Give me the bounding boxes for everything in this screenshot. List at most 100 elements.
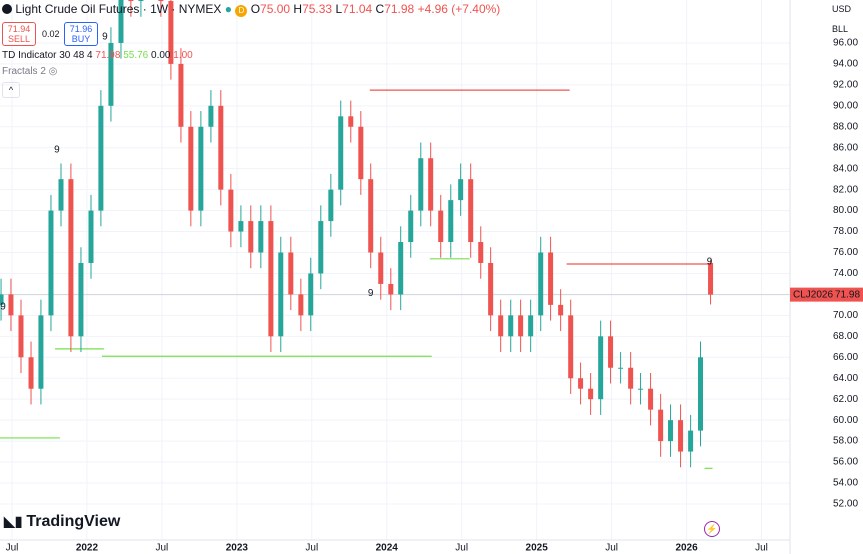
candle-body	[238, 221, 244, 232]
y-tick-label: 54.00	[833, 478, 858, 489]
candle-body	[618, 367, 624, 369]
candle-body	[308, 273, 314, 316]
sell-label: SELL	[7, 34, 31, 44]
change: +4.96 (+7.40%)	[417, 2, 501, 16]
candle-body	[248, 221, 254, 253]
candle-body	[278, 252, 284, 337]
x-tick-label: Jul	[755, 543, 768, 554]
candle-body	[88, 210, 94, 263]
candle-body	[578, 378, 584, 389]
y-tick-label: 80.00	[833, 205, 858, 216]
candle-body	[668, 420, 674, 442]
candle-body	[158, 0, 164, 2]
candle-body	[558, 304, 564, 316]
y-tick-label: 86.00	[833, 142, 858, 153]
candle-body	[408, 210, 414, 243]
candle-body	[708, 262, 714, 295]
candle-body	[678, 420, 684, 452]
indicator-value: 1.00	[173, 50, 193, 61]
ohlc-label: C	[375, 2, 385, 16]
x-tick-label: 2023	[226, 543, 249, 554]
indicator-row: TD Indicator 30 48 4 71.98 55.76 0.00 1.…	[2, 50, 193, 61]
candle-body	[658, 409, 664, 442]
candle-body	[138, 0, 144, 2]
candle-body	[378, 252, 384, 284]
sell-price: 71.94	[7, 24, 31, 34]
buy-label: BUY	[71, 34, 91, 44]
session-badge: D	[235, 5, 248, 17]
candle-body	[28, 357, 34, 389]
x-tick-label: Jul	[605, 543, 618, 554]
candle-body	[698, 357, 704, 431]
price-tag-label: 71.98	[835, 289, 860, 300]
candle-body	[588, 388, 594, 400]
y-tick-label: 66.00	[833, 352, 858, 363]
candle-body	[118, 0, 124, 43]
candle-body	[338, 116, 344, 190]
candle-body	[488, 262, 494, 316]
td-count: 9	[0, 302, 6, 313]
candle-body	[178, 63, 184, 127]
grid	[0, 0, 790, 540]
candle-body	[538, 252, 544, 316]
x-tick-label: 2022	[76, 543, 99, 554]
y-tick-label: 60.00	[833, 415, 858, 426]
candle-body	[688, 430, 694, 452]
candle-body	[218, 105, 224, 190]
candle-body	[288, 252, 294, 295]
candle-body	[458, 179, 464, 201]
candle-body	[528, 315, 534, 337]
x-tick-label: Jul	[455, 543, 468, 554]
x-tick-label: Jul	[305, 543, 318, 554]
candle-body	[428, 158, 434, 211]
candle-body	[358, 126, 364, 180]
td-count: 9	[102, 31, 108, 42]
y-tick-label: 78.00	[833, 226, 858, 237]
y-tick-label: 84.00	[833, 163, 858, 174]
y-tick-label: 64.00	[833, 373, 858, 384]
indicator-name: TD Indicator 30 48 4	[2, 50, 93, 61]
candle-body	[468, 179, 474, 243]
candle-body	[188, 126, 194, 211]
chart-title: Light Crude Oil Futures · 1W · NYMEX	[15, 2, 222, 16]
candle-body	[78, 262, 84, 337]
plot: 9 9 9 9 9	[0, 0, 790, 469]
candle-body	[48, 210, 54, 316]
candle-body	[648, 388, 654, 410]
candle-body	[508, 315, 514, 337]
ohlc-value: 71.04	[342, 2, 373, 16]
header-row: Light Crude Oil Futures · 1W · NYMEX ● D…	[2, 2, 500, 17]
y-tick-label: 56.00	[833, 457, 858, 468]
y-tick-label: 68.00	[833, 331, 858, 342]
candle-body	[438, 210, 444, 243]
spread: 0.02	[42, 29, 60, 39]
collapse-button[interactable]: ^	[2, 82, 20, 98]
currency[interactable]: USD	[832, 4, 852, 14]
logo[interactable]: ◣▮ TradingView	[4, 513, 121, 530]
logo-text: TradingView	[26, 513, 121, 530]
candle-body	[598, 336, 604, 400]
fractals-name: Fractals 2	[2, 66, 46, 77]
x-tick-label: Jul	[6, 543, 19, 554]
unit[interactable]: BLL	[832, 24, 849, 34]
assistant-icon[interactable]: ⚡	[704, 521, 720, 537]
buy-button[interactable]: 71.96 BUY	[64, 22, 98, 46]
y-tick-label: 58.00	[833, 436, 858, 447]
candle-body	[228, 189, 234, 232]
ohlc-label: H	[293, 2, 303, 16]
y-tick-label: 92.00	[833, 80, 858, 91]
y-tick-label: 52.00	[833, 499, 858, 510]
candle-body	[258, 221, 264, 253]
candle-body	[98, 105, 104, 211]
sell-button[interactable]: 71.94 SELL	[2, 22, 36, 46]
ohlc-label: O	[250, 2, 261, 16]
candle-body	[568, 315, 574, 379]
candle-body	[608, 336, 614, 368]
candle-body	[68, 179, 74, 337]
indicator-value: 55.76	[123, 50, 149, 61]
price-tag	[790, 287, 863, 302]
candle-body	[18, 315, 24, 358]
ohlc-value: 71.98	[384, 2, 415, 16]
